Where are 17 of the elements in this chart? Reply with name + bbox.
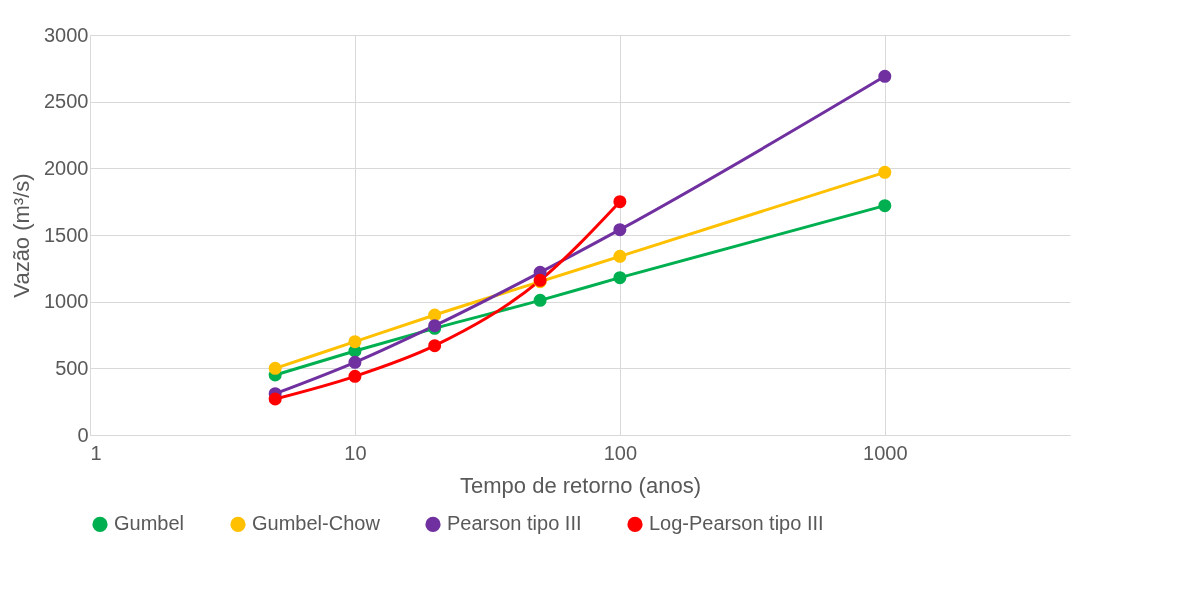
y-tick-label: 0	[77, 423, 89, 446]
y-tick-label: 2500	[44, 90, 89, 113]
legend-label: Log-Pearson tipo III	[649, 512, 824, 535]
y-tick-label: 1000	[44, 290, 89, 313]
y-tick-label: 500	[55, 356, 89, 379]
x-tick-label: 100	[603, 441, 638, 464]
y-tick-label: 2000	[44, 156, 89, 179]
x-tick-label: 1	[90, 441, 102, 464]
x-axis-title: Tempo de retorno (anos)	[460, 472, 701, 498]
legend-label: Gumbel	[114, 512, 185, 535]
x-tick-label: 1000	[863, 441, 908, 464]
y-axis-title: Vazão (m³/s)	[9, 173, 35, 298]
y-tick-label: 1500	[44, 223, 89, 246]
y-tick-label: 3000	[44, 23, 89, 46]
x-tick-label: 10	[344, 441, 367, 464]
legend-label: Gumbel-Chow	[252, 512, 381, 535]
legend-label: Pearson tipo III	[447, 512, 582, 535]
